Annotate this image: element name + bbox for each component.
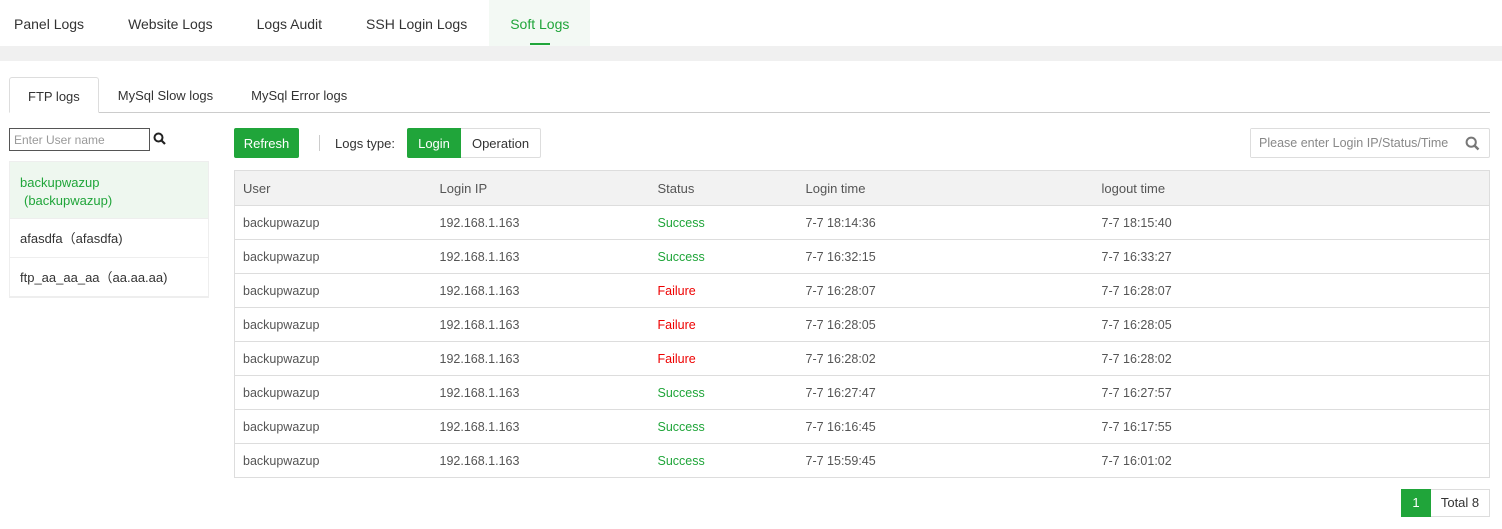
cell-user: backupwazup [234, 375, 432, 410]
cell-login-time: 7-7 16:28:07 [797, 273, 1094, 308]
divider-band [0, 46, 1502, 61]
cell-login-ip: 192.168.1.163 [431, 273, 650, 308]
cell-login-ip: 192.168.1.163 [431, 443, 650, 478]
log-search-input[interactable] [1251, 129, 1451, 157]
user-item[interactable]: afasdfa（afasdfa) [10, 219, 208, 258]
cell-user: backupwazup [234, 205, 432, 240]
cell-status: Failure [649, 307, 798, 342]
table-row: backupwazup 192.168.1.163 Failure 7-7 16:28… [234, 307, 1490, 342]
cell-logout-time: 7-7 16:28:05 [1093, 307, 1490, 342]
tab-mysql-error-logs[interactable]: MySql Error logs [251, 88, 348, 103]
cell-user: backupwazup [234, 409, 432, 444]
cell-login-ip: 192.168.1.163 [431, 205, 650, 240]
cell-login-time: 7-7 15:59:45 [797, 443, 1094, 478]
cell-login-ip: 192.168.1.163 [431, 307, 650, 342]
cell-logout-time: 7-7 16:28:02 [1093, 341, 1490, 376]
cell-status: Success [649, 375, 798, 410]
user-item[interactable]: ftp_aa_aa_aa（aa.aa.aa) [10, 258, 208, 297]
total-count: Total 8 [1431, 489, 1490, 517]
col-login-time: Login time [797, 170, 1094, 206]
table-header-row: User Login IP Status Login time logout t… [234, 170, 1490, 206]
search-icon[interactable] [1465, 136, 1480, 154]
logs-type-toggle: Login Operation [407, 128, 541, 158]
refresh-button[interactable]: Refresh [234, 128, 299, 158]
tab-panel-logs[interactable]: Panel Logs [14, 16, 85, 32]
cell-login-ip: 192.168.1.163 [431, 409, 650, 444]
cell-logout-time: 7-7 16:33:27 [1093, 239, 1490, 274]
operation-type-button[interactable]: Operation [461, 128, 541, 158]
user-item[interactable]: backupwazup (backupwazup) [10, 162, 208, 219]
tab-ssh-login-logs[interactable]: SSH Login Logs [366, 16, 468, 32]
cell-login-ip: 192.168.1.163 [431, 375, 650, 410]
cell-login-time: 7-7 16:16:45 [797, 409, 1094, 444]
table-row: backupwazup 192.168.1.163 Success 7-7 16:32… [234, 239, 1490, 274]
col-status: Status [649, 170, 798, 206]
user-search-input[interactable] [9, 128, 150, 151]
top-tab-bar: Panel Logs Website Logs Logs Audit SSH L… [0, 0, 1502, 46]
cell-login-time: 7-7 16:28:02 [797, 341, 1094, 376]
sub-tab-bar: FTP logs MySql Slow logs MySql Error log… [9, 77, 1490, 113]
cell-logout-time: 7-7 16:28:07 [1093, 273, 1490, 308]
user-list: backupwazup (backupwazup) afasdfa（afasdfa… [9, 161, 209, 298]
cell-logout-time: 7-7 16:17:55 [1093, 409, 1490, 444]
table-row: backupwazup 192.168.1.163 Failure 7-7 16:28… [234, 273, 1490, 308]
cell-status: Failure [649, 273, 798, 308]
tab-ftp-logs[interactable]: FTP logs [9, 77, 99, 113]
pagination: 1 Total 8 [1401, 489, 1490, 517]
page-1-button[interactable]: 1 [1401, 489, 1431, 517]
tab-logs-audit[interactable]: Logs Audit [256, 16, 323, 32]
cell-login-ip: 192.168.1.163 [431, 239, 650, 274]
tab-soft-logs[interactable]: Soft Logs [489, 0, 591, 46]
cell-user: backupwazup [234, 307, 432, 342]
cell-status: Success [649, 409, 798, 444]
logs-type-label: Logs type: [335, 136, 395, 151]
cell-user: backupwazup [234, 443, 432, 478]
cell-logout-time: 7-7 16:27:57 [1093, 375, 1490, 410]
table-row: backupwazup 192.168.1.163 Success 7-7 16:16… [234, 409, 1490, 444]
cell-logout-time: 7-7 18:15:40 [1093, 205, 1490, 240]
cell-user: backupwazup [234, 341, 432, 376]
user-alias: (backupwazup) [24, 193, 113, 208]
col-logout-time: logout time [1093, 170, 1490, 206]
login-type-button[interactable]: Login [407, 128, 461, 158]
cell-status: Failure [649, 341, 798, 376]
cell-login-time: 7-7 16:28:05 [797, 307, 1094, 342]
table-row: backupwazup 192.168.1.163 Success 7-7 15:59… [234, 443, 1490, 478]
cell-login-ip: 192.168.1.163 [431, 341, 650, 376]
user-name: backupwazup [20, 175, 100, 190]
cell-user: backupwazup [234, 273, 432, 308]
table-row: backupwazup 192.168.1.163 Success 7-7 18:14… [234, 205, 1490, 240]
search-icon[interactable] [153, 132, 166, 148]
tab-website-logs[interactable]: Website Logs [128, 16, 213, 32]
toolbar-separator [319, 135, 320, 151]
col-login-ip: Login IP [431, 170, 650, 206]
cell-status: Success [649, 239, 798, 274]
table-row: backupwazup 192.168.1.163 Success 7-7 16:27… [234, 375, 1490, 410]
cell-login-time: 7-7 18:14:36 [797, 205, 1094, 240]
tab-mysql-slow-logs[interactable]: MySql Slow logs [117, 88, 214, 103]
cell-login-time: 7-7 16:27:47 [797, 375, 1094, 410]
cell-user: backupwazup [234, 239, 432, 274]
cell-login-time: 7-7 16:32:15 [797, 239, 1094, 274]
col-user: User [234, 170, 432, 206]
log-search-box [1250, 128, 1490, 158]
table-row: backupwazup 192.168.1.163 Failure 7-7 16:28… [234, 341, 1490, 376]
cell-logout-time: 7-7 16:01:02 [1093, 443, 1490, 478]
logs-table: User Login IP Status Login time logout t… [234, 170, 1490, 478]
cell-status: Success [649, 205, 798, 240]
cell-status: Success [649, 443, 798, 478]
